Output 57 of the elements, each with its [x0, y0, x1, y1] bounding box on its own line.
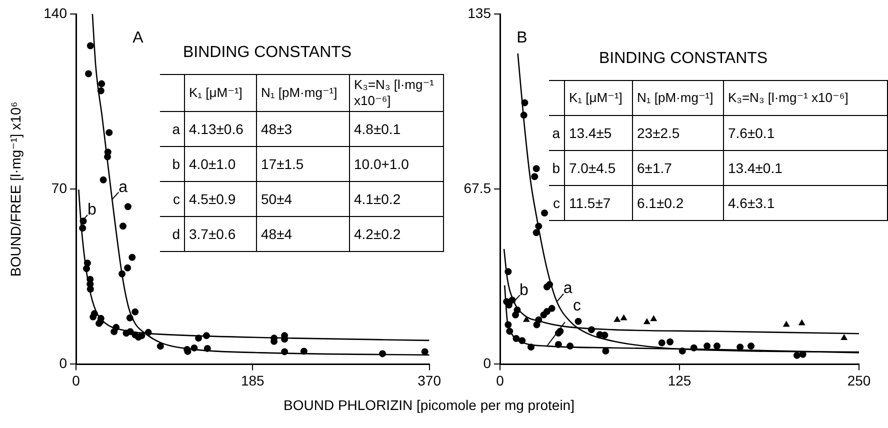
x-tick-label: 125: [668, 372, 692, 388]
annotation: K₁ [μM⁻¹]: [185, 75, 257, 111]
annotation: 7.6±0.1: [724, 116, 888, 150]
x-axis-title: BOUND PHLORIZIN [picomole per mg protein]: [282, 397, 576, 413]
annotation: 13.4±0.1: [724, 151, 888, 185]
annotation: 11.5±7: [565, 186, 633, 220]
annotation: 4.1±0.2: [350, 182, 444, 216]
annotation: a: [549, 116, 565, 150]
annotation: a: [563, 280, 572, 298]
annotation: 3.7±0.6: [185, 217, 257, 251]
annotation: d: [160, 217, 185, 251]
y-tick-label: 135: [468, 4, 492, 21]
annotation: 17±1.5: [257, 147, 350, 181]
text: B: [516, 29, 528, 46]
annotation: 4.0±1.0: [185, 147, 257, 181]
y-tick-label: 0: [483, 355, 492, 372]
annotation: c: [549, 186, 565, 220]
x-tick-label: 370: [418, 372, 442, 388]
y-tick-label: 70: [51, 180, 68, 196]
annotation: 7.0±4.5: [565, 151, 633, 185]
annotation: K₁ [μM⁻¹]: [565, 81, 633, 115]
annotation: BINDING CONSTANTS: [599, 50, 768, 68]
annotation: c: [572, 297, 581, 314]
x-tick-label: 185: [240, 372, 265, 388]
y-tick-label: 140: [44, 4, 68, 21]
annotation: 48±3: [257, 112, 350, 146]
annotation: b: [160, 147, 185, 181]
annotation: a: [118, 178, 128, 196]
annotation: 13.4±5: [565, 116, 633, 150]
x-tick-label: 250: [847, 372, 871, 388]
x-tick-label: 0: [496, 372, 504, 388]
annotation: 4.6±3.1: [724, 186, 888, 220]
annotation: 6±1.7: [633, 151, 724, 185]
annotation: N₁ [pM·mg⁻¹]: [633, 81, 724, 115]
annotation: b: [88, 202, 97, 219]
annotation: N₁ [pM·mg⁻¹]: [257, 75, 350, 111]
annotation: K₃=N₃ [l·mg⁻¹ x10⁻⁶]: [350, 75, 444, 111]
annotation: 50±4: [257, 182, 350, 216]
annotation: K₃=N₃ [l·mg⁻¹ x10⁻⁶]: [724, 81, 888, 115]
annotation: a: [160, 112, 185, 146]
annotation: 4.13±0.6: [185, 112, 257, 146]
annotation: 4.8±0.1: [350, 112, 444, 146]
annotation: b: [519, 282, 528, 300]
annotation: 23±2.5: [633, 116, 724, 150]
annotation: BINDING CONSTANTS: [183, 44, 352, 62]
x-tick-label: 0: [72, 372, 80, 388]
annotation: 6.1±0.2: [633, 186, 724, 220]
y-axis-title: BOUND/FREE [l·mg⁻¹] x10⁶: [7, 102, 24, 277]
y-tick-label: 67.5: [464, 180, 492, 196]
annotation: 10.0+1.0: [350, 147, 444, 181]
annotation: c: [160, 182, 185, 216]
annotation: 4.2±0.2: [350, 217, 444, 251]
annotation: 4.5±0.9: [185, 182, 257, 216]
text: A: [132, 29, 144, 46]
y-tick-label: 0: [59, 355, 68, 372]
annotation: 48±4: [257, 217, 350, 251]
annotation: b: [549, 151, 565, 185]
